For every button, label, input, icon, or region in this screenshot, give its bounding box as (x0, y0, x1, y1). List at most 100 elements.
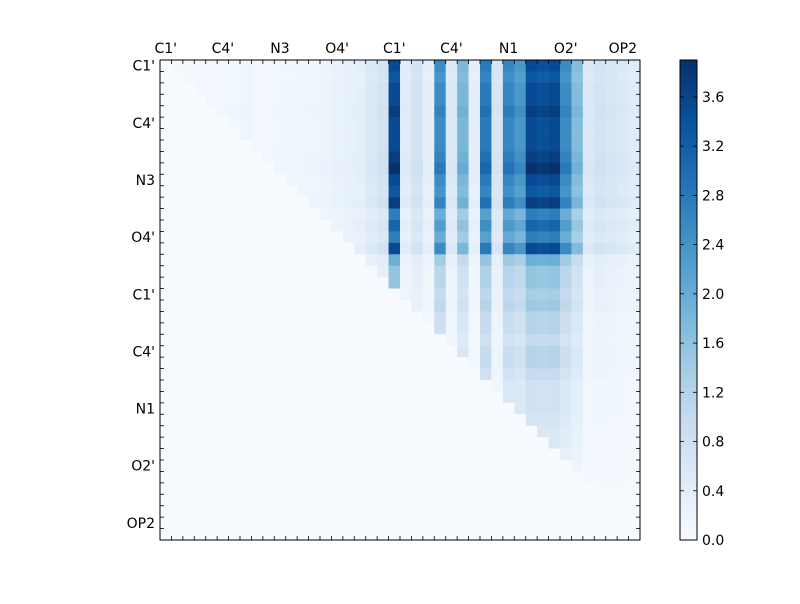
heatmap-cell (205, 414, 218, 427)
heatmap-cell (594, 494, 607, 507)
heatmap-cell (491, 368, 504, 381)
heatmap-cell (377, 357, 389, 369)
heatmap-cell (514, 185, 527, 198)
heatmap-cell (514, 105, 527, 118)
heatmap-cell (422, 94, 435, 107)
heatmap-cell (228, 140, 241, 152)
heatmap-cell (468, 402, 481, 415)
heatmap-cell (194, 140, 207, 152)
heatmap-cell (411, 334, 424, 347)
heatmap-cell (205, 448, 218, 461)
heatmap-cell (205, 505, 218, 518)
heatmap-cell (240, 391, 252, 404)
heatmap-cell (605, 140, 618, 152)
heatmap-cell (617, 128, 629, 141)
heatmap-cell (228, 517, 241, 529)
heatmap-cell (205, 197, 218, 209)
heatmap-cell (594, 174, 607, 187)
heatmap-cell (571, 494, 584, 507)
heatmap-cell (525, 322, 538, 335)
heatmap-cell (582, 71, 595, 84)
heatmap-cell (514, 231, 527, 244)
heatmap-cell (445, 254, 458, 267)
heatmap-cell (297, 82, 309, 95)
heatmap-cell (468, 311, 481, 324)
y-tick-label: N3 (136, 173, 155, 189)
heatmap-cell (171, 505, 184, 518)
heatmap-cell (422, 105, 435, 118)
heatmap-cell (560, 117, 572, 129)
heatmap-cell (377, 174, 389, 187)
heatmap-cell (560, 311, 572, 324)
heatmap-cell (560, 185, 572, 198)
heatmap-cell (628, 345, 641, 358)
heatmap-cell (274, 517, 287, 529)
heatmap-cell (400, 231, 412, 244)
heatmap-cell (480, 391, 492, 404)
heatmap-cell (308, 494, 321, 507)
heatmap-cell (514, 414, 527, 427)
heatmap-cell (457, 517, 469, 529)
heatmap-cell (582, 174, 595, 187)
heatmap-cell (274, 311, 287, 324)
heatmap-cell (548, 505, 561, 518)
heatmap-cell (171, 231, 184, 244)
heatmap-cell (628, 265, 641, 278)
heatmap-cell (160, 174, 172, 187)
heatmap-cell (297, 117, 309, 129)
heatmap-cell (605, 208, 618, 221)
heatmap-cell (308, 254, 321, 267)
heatmap-cell (537, 300, 549, 312)
heatmap-cell (537, 128, 549, 141)
heatmap-cell (582, 471, 595, 484)
heatmap-cell (571, 357, 584, 369)
heatmap-cell (285, 105, 298, 118)
heatmap-cell (468, 128, 481, 141)
heatmap-cell (514, 345, 527, 358)
heatmap-cell (411, 437, 424, 449)
heatmap-cell (251, 437, 264, 449)
heatmap-cell (274, 494, 287, 507)
heatmap-cell (240, 71, 252, 84)
heatmap-cell (194, 494, 207, 507)
heatmap-cell (457, 505, 469, 518)
heatmap-cell (251, 345, 264, 358)
heatmap-cell (514, 242, 527, 255)
heatmap-cell (571, 345, 584, 358)
heatmap-cell (297, 208, 309, 221)
heatmap-cell (457, 380, 469, 392)
heatmap-cell (194, 105, 207, 118)
heatmap-cell (571, 402, 584, 415)
heatmap-cell (388, 151, 401, 164)
heatmap-cell (308, 162, 321, 175)
heatmap-cell (502, 231, 515, 244)
heatmap-cell (171, 277, 184, 289)
heatmap-cell (285, 300, 298, 312)
heatmap-cell (274, 151, 287, 164)
heatmap-cell (457, 151, 469, 164)
heatmap-cell (445, 368, 458, 381)
heatmap-cell (388, 300, 401, 312)
heatmap-cell (537, 357, 549, 369)
heatmap-cell (491, 162, 504, 175)
heatmap-cell (400, 334, 412, 347)
heatmap-cell (228, 505, 241, 518)
heatmap-cell (480, 105, 492, 118)
heatmap-cell (171, 311, 184, 324)
heatmap-cell (274, 471, 287, 484)
heatmap-cell (605, 254, 618, 267)
heatmap-cell (160, 448, 172, 461)
heatmap-cell (160, 380, 172, 392)
heatmap-cell (582, 277, 595, 289)
heatmap-cell (285, 414, 298, 427)
heatmap-cell (182, 425, 195, 438)
heatmap-cell (617, 460, 629, 472)
heatmap-cell (400, 220, 412, 232)
heatmap-cell (571, 277, 584, 289)
heatmap-cell (400, 414, 412, 427)
heatmap-cell (217, 162, 229, 175)
heatmap-cell (205, 517, 218, 529)
heatmap-cell (628, 60, 641, 72)
heatmap-cell (342, 482, 355, 495)
heatmap-cell (217, 494, 229, 507)
